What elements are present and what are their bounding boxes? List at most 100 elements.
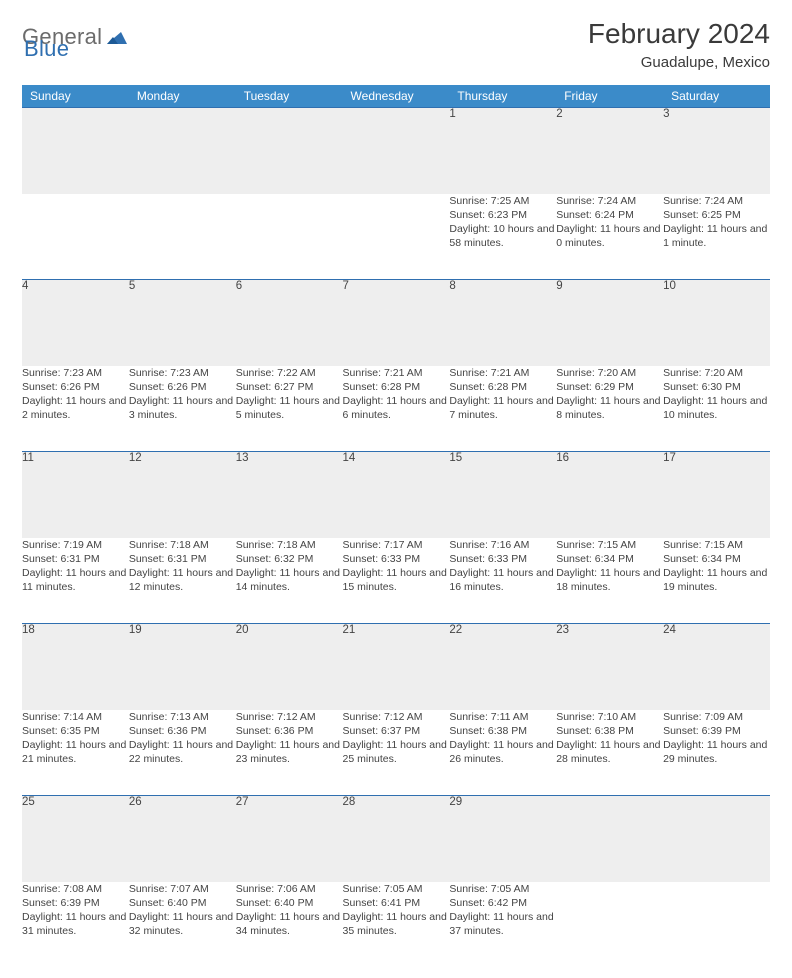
sunrise-text: Sunrise: 7:14 AM: [22, 710, 129, 724]
daylight-text: Daylight: 11 hours and 23 minutes.: [236, 738, 343, 766]
calendar-body: 123Sunrise: 7:25 AMSunset: 6:23 PMDaylig…: [22, 108, 770, 968]
day-detail-cell: Sunrise: 7:09 AMSunset: 6:39 PMDaylight:…: [663, 710, 770, 796]
daylight-text: Daylight: 11 hours and 32 minutes.: [129, 910, 236, 938]
sunset-text: Sunset: 6:38 PM: [449, 724, 556, 738]
daylight-text: Daylight: 11 hours and 29 minutes.: [663, 738, 770, 766]
day-detail-cell: Sunrise: 7:10 AMSunset: 6:38 PMDaylight:…: [556, 710, 663, 796]
day-number-cell: 13: [236, 452, 343, 538]
daylight-text: Daylight: 11 hours and 7 minutes.: [449, 394, 556, 422]
weekday-sat: Saturday: [663, 85, 770, 108]
sunset-text: Sunset: 6:41 PM: [343, 896, 450, 910]
sunrise-text: Sunrise: 7:05 AM: [343, 882, 450, 896]
sunset-text: Sunset: 6:32 PM: [236, 552, 343, 566]
day-detail-cell: Sunrise: 7:15 AMSunset: 6:34 PMDaylight:…: [663, 538, 770, 624]
day-number-row: 2526272829: [22, 796, 770, 882]
daylight-text: Daylight: 11 hours and 37 minutes.: [449, 910, 556, 938]
daylight-text: Daylight: 11 hours and 14 minutes.: [236, 566, 343, 594]
sunrise-text: Sunrise: 7:18 AM: [129, 538, 236, 552]
sunset-text: Sunset: 6:31 PM: [22, 552, 129, 566]
sunrise-text: Sunrise: 7:25 AM: [449, 194, 556, 208]
sunset-text: Sunset: 6:29 PM: [556, 380, 663, 394]
day-number-cell: [236, 108, 343, 194]
day-number-cell: 21: [343, 624, 450, 710]
sunrise-text: Sunrise: 7:12 AM: [343, 710, 450, 724]
day-number-cell: 10: [663, 280, 770, 366]
day-detail-cell: Sunrise: 7:12 AMSunset: 6:37 PMDaylight:…: [343, 710, 450, 796]
sunset-text: Sunset: 6:36 PM: [236, 724, 343, 738]
day-detail-cell: [236, 194, 343, 280]
day-number-cell: 3: [663, 108, 770, 194]
daylight-text: Daylight: 11 hours and 19 minutes.: [663, 566, 770, 594]
day-number-cell: 27: [236, 796, 343, 882]
sunset-text: Sunset: 6:39 PM: [22, 896, 129, 910]
day-detail-cell: Sunrise: 7:21 AMSunset: 6:28 PMDaylight:…: [343, 366, 450, 452]
day-number-cell: 12: [129, 452, 236, 538]
sunrise-text: Sunrise: 7:18 AM: [236, 538, 343, 552]
daylight-text: Daylight: 11 hours and 3 minutes.: [129, 394, 236, 422]
day-detail-cell: [22, 194, 129, 280]
day-number-row: 11121314151617: [22, 452, 770, 538]
weekday-mon: Monday: [129, 85, 236, 108]
sunset-text: Sunset: 6:35 PM: [22, 724, 129, 738]
day-number-cell: 16: [556, 452, 663, 538]
day-detail-cell: Sunrise: 7:05 AMSunset: 6:41 PMDaylight:…: [343, 882, 450, 968]
sunrise-text: Sunrise: 7:20 AM: [556, 366, 663, 380]
day-number-cell: [556, 796, 663, 882]
daylight-text: Daylight: 10 hours and 58 minutes.: [449, 222, 556, 250]
day-number-cell: 23: [556, 624, 663, 710]
logo-triangle-icon: [107, 28, 127, 49]
day-number-cell: 29: [449, 796, 556, 882]
daylight-text: Daylight: 11 hours and 2 minutes.: [22, 394, 129, 422]
day-number-cell: 28: [343, 796, 450, 882]
sunset-text: Sunset: 6:23 PM: [449, 208, 556, 222]
daylight-text: Daylight: 11 hours and 15 minutes.: [343, 566, 450, 594]
day-number-cell: 14: [343, 452, 450, 538]
daylight-text: Daylight: 11 hours and 26 minutes.: [449, 738, 556, 766]
daylight-text: Daylight: 11 hours and 12 minutes.: [129, 566, 236, 594]
day-number-cell: 9: [556, 280, 663, 366]
day-number-cell: 4: [22, 280, 129, 366]
sunrise-text: Sunrise: 7:10 AM: [556, 710, 663, 724]
sunset-text: Sunset: 6:28 PM: [343, 380, 450, 394]
sunset-text: Sunset: 6:38 PM: [556, 724, 663, 738]
sunrise-text: Sunrise: 7:20 AM: [663, 366, 770, 380]
daylight-text: Daylight: 11 hours and 5 minutes.: [236, 394, 343, 422]
sunrise-text: Sunrise: 7:07 AM: [129, 882, 236, 896]
day-detail-row: Sunrise: 7:25 AMSunset: 6:23 PMDaylight:…: [22, 194, 770, 280]
day-detail-cell: Sunrise: 7:13 AMSunset: 6:36 PMDaylight:…: [129, 710, 236, 796]
sunrise-text: Sunrise: 7:21 AM: [449, 366, 556, 380]
day-detail-cell: Sunrise: 7:22 AMSunset: 6:27 PMDaylight:…: [236, 366, 343, 452]
sunrise-text: Sunrise: 7:17 AM: [343, 538, 450, 552]
day-detail-cell: Sunrise: 7:08 AMSunset: 6:39 PMDaylight:…: [22, 882, 129, 968]
sunset-text: Sunset: 6:26 PM: [22, 380, 129, 394]
day-detail-cell: Sunrise: 7:16 AMSunset: 6:33 PMDaylight:…: [449, 538, 556, 624]
day-number-cell: 6: [236, 280, 343, 366]
sunrise-text: Sunrise: 7:23 AM: [129, 366, 236, 380]
day-number-cell: 22: [449, 624, 556, 710]
sunset-text: Sunset: 6:24 PM: [556, 208, 663, 222]
logo-text-blue: Blue: [24, 36, 69, 62]
month-title: February 2024: [588, 18, 770, 50]
day-number-cell: 7: [343, 280, 450, 366]
sunrise-text: Sunrise: 7:15 AM: [556, 538, 663, 552]
calendar-page: General Blue February 2024 Guadalupe, Me…: [0, 0, 792, 978]
daylight-text: Daylight: 11 hours and 34 minutes.: [236, 910, 343, 938]
sunrise-text: Sunrise: 7:06 AM: [236, 882, 343, 896]
sunset-text: Sunset: 6:39 PM: [663, 724, 770, 738]
day-number-cell: [22, 108, 129, 194]
daylight-text: Daylight: 11 hours and 8 minutes.: [556, 394, 663, 422]
day-number-cell: 11: [22, 452, 129, 538]
day-number-cell: 26: [129, 796, 236, 882]
weekday-thu: Thursday: [449, 85, 556, 108]
sunrise-text: Sunrise: 7:24 AM: [556, 194, 663, 208]
day-number-cell: 18: [22, 624, 129, 710]
daylight-text: Daylight: 11 hours and 31 minutes.: [22, 910, 129, 938]
daylight-text: Daylight: 11 hours and 28 minutes.: [556, 738, 663, 766]
sunrise-text: Sunrise: 7:19 AM: [22, 538, 129, 552]
day-number-cell: 15: [449, 452, 556, 538]
day-detail-cell: Sunrise: 7:24 AMSunset: 6:24 PMDaylight:…: [556, 194, 663, 280]
sunset-text: Sunset: 6:37 PM: [343, 724, 450, 738]
daylight-text: Daylight: 11 hours and 25 minutes.: [343, 738, 450, 766]
sunrise-text: Sunrise: 7:13 AM: [129, 710, 236, 724]
title-block: February 2024 Guadalupe, Mexico: [588, 18, 770, 71]
